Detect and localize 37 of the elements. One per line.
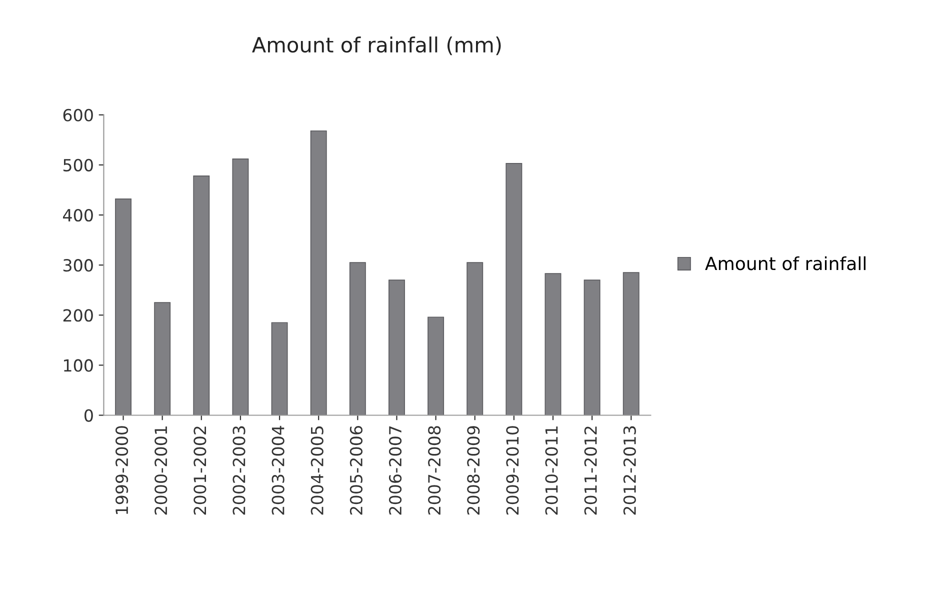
x-tick-label: 2005-2006 xyxy=(350,426,362,515)
y-tick-label: 100 xyxy=(64,359,93,372)
x-tick-label: 2011-2012 xyxy=(584,426,597,515)
y-tick-label: 400 xyxy=(63,208,93,222)
x-tick-label: 2004-2005 xyxy=(310,426,324,515)
x-tick-label: 2006-2007 xyxy=(388,426,402,515)
x-tick-label: 2008-2009 xyxy=(467,426,480,515)
x-tick-label: 2012-2013 xyxy=(623,426,636,515)
x-tick-label: 1999-2000 xyxy=(115,426,128,514)
bar xyxy=(388,280,405,416)
bar xyxy=(193,176,210,416)
x-tick-label: 2002-2003 xyxy=(232,426,246,515)
y-tick-label: 600 xyxy=(63,108,93,122)
x-tick-label: 2007-2008 xyxy=(428,426,441,515)
x-tick-label: 2000-2001 xyxy=(154,426,168,515)
bar xyxy=(584,280,600,416)
y-tick-label: 0 xyxy=(84,409,93,422)
bar xyxy=(115,198,132,416)
bar xyxy=(466,262,484,416)
y-tick-label: 500 xyxy=(63,158,93,172)
bar xyxy=(506,163,522,416)
bar xyxy=(232,158,249,416)
y-tick-label: 200 xyxy=(63,309,93,322)
bar xyxy=(349,262,366,416)
x-tick-label: 2001-2002 xyxy=(194,426,206,515)
bar xyxy=(428,316,444,416)
bar xyxy=(544,273,562,416)
bar xyxy=(271,322,288,416)
bar xyxy=(622,272,640,416)
chart-title: Amount of rainfall (mm) xyxy=(252,36,501,56)
x-tick-label: 2009-2010 xyxy=(506,426,519,515)
x-tick-label: 2003-2004 xyxy=(272,426,284,515)
bar xyxy=(154,302,171,416)
y-tick-label: 300 xyxy=(63,259,93,272)
x-tick-label: 2010-2011 xyxy=(545,426,558,515)
legend-label: Amount of rainfall xyxy=(705,256,866,270)
bar xyxy=(310,130,327,416)
